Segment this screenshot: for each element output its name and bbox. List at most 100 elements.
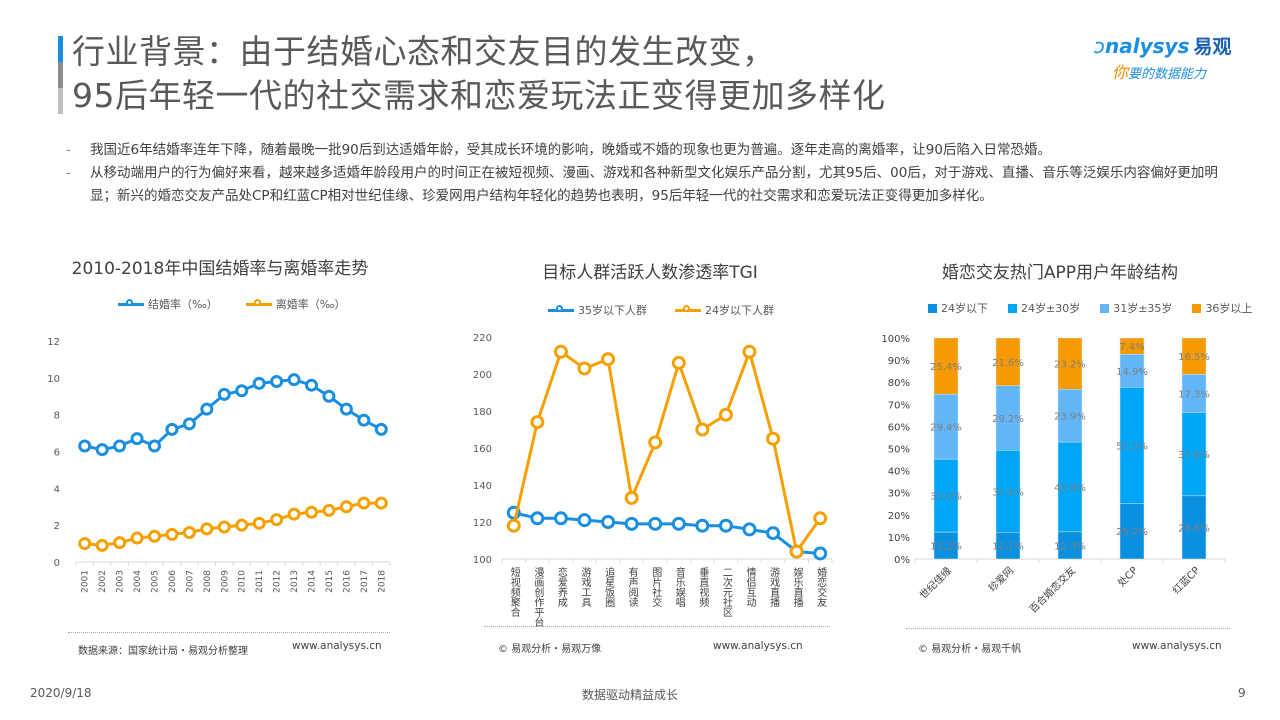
bullet-dash: -: [66, 142, 71, 158]
data-point: [305, 505, 318, 519]
x-category-label: 婚恋交友: [815, 566, 827, 608]
bullet-text: 从移动端用户的行为偏好来看，越来越多适婚年龄段用户的时间正在被短视频、漫画、游戏…: [90, 165, 1218, 204]
y-tick-label: 10: [47, 374, 60, 385]
accent-segment: [58, 88, 63, 114]
data-label: 7.4%: [1119, 342, 1144, 353]
bullet-item: - 从移动端用户的行为偏好来看，越来越多适婚年龄段用户的时间正在被短视频、漫画、…: [66, 162, 1236, 208]
y-tick-label: 220: [473, 333, 492, 344]
x-tick-label: 2005: [151, 570, 161, 593]
data-point: [200, 402, 214, 416]
y-tick-label: 40%: [888, 467, 910, 478]
chart1-site: www.analysys.cn: [292, 640, 382, 652]
y-tick-label: 80%: [888, 378, 910, 389]
data-point: [130, 432, 144, 446]
data-label: 25.4%: [930, 362, 962, 373]
x-category-label: 红蓝CP: [1170, 564, 1203, 597]
stacked-bar-segment: [1057, 337, 1083, 390]
data-point: [113, 536, 127, 550]
data-point: [813, 546, 828, 561]
chart3-legend: 24岁以下 24岁±30岁 31岁±35岁 36岁以上: [928, 300, 1252, 316]
data-point: [217, 520, 231, 534]
data-point: [182, 417, 196, 431]
data-label: 23.9%: [1054, 412, 1086, 423]
x-category-label: 垂直视频: [697, 567, 709, 608]
data-label: 40.6%: [1054, 483, 1086, 494]
data-point: [718, 407, 733, 422]
x-category-label: 游戏直播: [768, 566, 780, 608]
y-tick-label: 200: [473, 370, 492, 381]
x-category-label: 情侣互动: [744, 566, 756, 608]
series-line: [84, 378, 382, 452]
legend-item: 31岁±35岁: [1100, 300, 1172, 316]
x-tick-label: 2004: [133, 570, 143, 593]
data-point: [577, 513, 592, 528]
accent-segment: [58, 36, 63, 62]
x-category-label: 追星饭圈: [603, 566, 615, 608]
page-title-line1: 行业背景：由于结婚心态和交友目的发生改变，: [72, 32, 776, 71]
data-point: [553, 344, 568, 359]
x-tick-label: 2006: [168, 570, 178, 593]
legend-item: 24岁±30岁: [1008, 300, 1080, 316]
x-tick-label: 2018: [377, 570, 387, 593]
legend-square-icon: [1008, 303, 1017, 313]
x-tick-label: 2014: [308, 570, 318, 593]
data-label: 29.2%: [992, 414, 1024, 425]
legend-item: 离婚率（‰）: [245, 296, 346, 312]
data-point: [339, 500, 353, 514]
data-label: 14.9%: [1116, 367, 1148, 378]
x-tick-label: 2002: [98, 570, 108, 593]
x-tick-label: 2007: [185, 570, 195, 593]
title-accent-bar: [58, 36, 63, 114]
data-point: [95, 538, 109, 552]
data-point: [695, 518, 710, 533]
chart1-plot: 0 2 4 6 8 10 12 2001 2002 2003 2004 2005 2006 2007 200…: [47, 337, 391, 593]
data-point: [78, 439, 92, 453]
data-label: 17.3%: [1178, 390, 1210, 401]
stacked-bar-segment: [1181, 495, 1207, 560]
legend-line-marker-icon: [245, 298, 272, 306]
legend-square-icon: [928, 303, 937, 313]
y-tick-label: 6: [54, 448, 60, 459]
data-point: [648, 435, 663, 450]
chart2-site: www.analysys.cn: [713, 640, 803, 652]
data-point: [322, 389, 336, 403]
data-point: [287, 507, 301, 521]
data-point: [252, 516, 266, 530]
data-point: [165, 422, 179, 436]
data-point: [374, 422, 388, 436]
data-point: [374, 496, 388, 510]
y-tick-label: 4: [54, 484, 60, 495]
data-label: 12.1%: [992, 542, 1024, 553]
data-point: [200, 522, 214, 536]
data-point: [789, 544, 804, 559]
bullet-item: - 我国近6年结婚率连年下降，随着最晚一批90后到达适婚年龄，受其成长环境的影响…: [66, 139, 1236, 162]
data-label: 37.1%: [992, 487, 1024, 498]
legend-item: 24岁以下人群: [675, 302, 774, 318]
x-category-label: 短视频聚合: [508, 566, 520, 618]
stacked-bar-segment: [1119, 503, 1145, 560]
data-point: [322, 503, 336, 517]
stacked-bar-segment: [933, 458, 959, 533]
data-point: [718, 518, 733, 533]
legend-line-marker-icon: [548, 304, 574, 312]
x-tick-label: 2011: [255, 570, 265, 593]
legend-line-marker-icon: [118, 298, 144, 306]
x-category-label: 处CP: [1115, 565, 1140, 590]
stacked-bar-segment: [1181, 412, 1207, 497]
chart1-divider: [68, 632, 390, 633]
data-point: [252, 376, 266, 390]
data-point: [766, 526, 781, 541]
data-label: 29.4%: [930, 423, 962, 434]
data-point: [671, 516, 686, 531]
x-tick-label: 2016: [342, 570, 352, 593]
y-tick-label: 10%: [888, 533, 910, 544]
page-title: 行业背景：由于结婚心态和交友目的发生改变， 95后年轻一代的社交需求和恋爱玩法正…: [72, 30, 886, 118]
page-title-line2: 95后年轻一代的社交需求和恋爱玩法正变得更加多样化: [72, 76, 886, 115]
data-point: [766, 431, 781, 446]
data-point: [601, 515, 616, 529]
x-category-label: 有声阅读: [626, 566, 638, 608]
data-point: [270, 375, 284, 389]
y-tick-label: 90%: [888, 356, 910, 367]
data-point: [270, 513, 284, 527]
x-tick-label: 2013: [290, 570, 300, 593]
